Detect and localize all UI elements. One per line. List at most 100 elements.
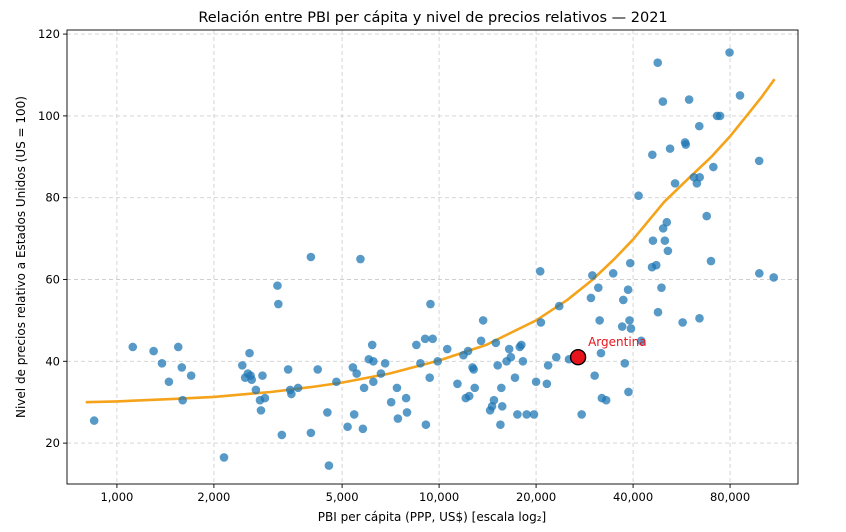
data-point xyxy=(596,348,606,358)
data-point xyxy=(421,420,431,429)
y-tick-label: 80 xyxy=(45,191,60,205)
data-point xyxy=(497,383,506,393)
data-point xyxy=(497,401,507,411)
x-tick-label: 1,000 xyxy=(100,490,133,504)
data-point xyxy=(735,91,745,100)
data-point xyxy=(709,162,718,172)
data-point xyxy=(510,373,520,382)
data-point xyxy=(624,387,633,397)
data-point xyxy=(489,395,499,405)
data-point xyxy=(306,252,316,262)
data-point xyxy=(177,363,187,372)
x-tick-label: 5,000 xyxy=(326,490,359,504)
data-point xyxy=(662,217,672,227)
data-point xyxy=(618,295,628,305)
data-point xyxy=(695,314,704,323)
data-point xyxy=(620,359,630,368)
data-point xyxy=(634,191,643,200)
data-point xyxy=(245,348,254,358)
trend-layer xyxy=(85,78,776,404)
data-point xyxy=(369,377,378,387)
data-point xyxy=(476,336,486,346)
data-point xyxy=(496,420,505,429)
data-point xyxy=(517,340,526,350)
data-point xyxy=(594,283,603,292)
data-point xyxy=(358,424,368,434)
data-point xyxy=(349,410,359,419)
data-point xyxy=(277,430,287,440)
data-point xyxy=(678,318,687,327)
trend-curve xyxy=(85,78,776,404)
data-point xyxy=(554,301,564,311)
data-point xyxy=(186,371,196,380)
data-point xyxy=(695,172,705,182)
data-point xyxy=(648,236,658,245)
y-tick-label: 60 xyxy=(45,272,60,286)
data-point xyxy=(577,410,586,419)
data-point xyxy=(660,236,670,245)
data-point xyxy=(178,395,187,405)
data-point xyxy=(343,422,352,432)
data-point xyxy=(463,346,473,356)
data-point xyxy=(653,307,663,317)
data-point xyxy=(706,256,716,266)
data-point xyxy=(392,383,402,393)
data-point xyxy=(518,356,528,366)
data-points xyxy=(89,48,779,470)
data-point xyxy=(128,342,138,352)
y-tick-label: 40 xyxy=(45,354,60,368)
data-point xyxy=(653,58,663,68)
data-point xyxy=(493,361,502,370)
data-point xyxy=(588,271,597,280)
data-point xyxy=(367,340,377,350)
data-point xyxy=(755,269,764,278)
argentina-label: Argentina xyxy=(588,335,647,349)
data-point xyxy=(386,397,396,407)
data-point xyxy=(470,383,480,393)
plot-area-frame xyxy=(66,29,799,485)
data-point xyxy=(531,377,541,387)
data-point xyxy=(608,269,618,278)
data-point xyxy=(274,299,283,309)
data-point xyxy=(522,410,531,419)
data-point xyxy=(478,316,488,325)
y-tick-label: 100 xyxy=(38,109,60,123)
data-point xyxy=(725,48,734,57)
data-point xyxy=(247,375,256,385)
data-point xyxy=(535,267,545,276)
data-point xyxy=(702,211,712,221)
data-point xyxy=(665,144,675,153)
data-point xyxy=(369,356,378,366)
data-point xyxy=(273,281,282,290)
data-point xyxy=(453,379,462,389)
data-point xyxy=(348,363,358,372)
data-point xyxy=(536,318,546,327)
data-point xyxy=(428,334,437,344)
y-tick-label: 20 xyxy=(45,436,60,450)
data-point xyxy=(754,156,764,166)
highlight-layer: Argentina xyxy=(569,335,647,366)
data-point xyxy=(433,356,442,366)
data-point xyxy=(636,336,646,346)
data-point xyxy=(401,393,411,403)
x-tick-label: 2,000 xyxy=(197,490,230,504)
data-point xyxy=(586,293,596,303)
data-point xyxy=(237,361,247,370)
data-point xyxy=(513,410,522,419)
data-point xyxy=(323,408,332,417)
data-point xyxy=(412,340,421,350)
data-point xyxy=(651,260,661,270)
data-point xyxy=(504,344,514,354)
data-point xyxy=(420,334,430,344)
data-point xyxy=(625,316,634,325)
data-point xyxy=(376,369,386,378)
data-point xyxy=(715,111,725,121)
data-point xyxy=(442,344,452,354)
y-axis-label: Nivel de precios relativo a Estados Unid… xyxy=(14,96,28,418)
data-point xyxy=(601,395,611,405)
data-point xyxy=(402,408,412,417)
data-point xyxy=(670,179,680,188)
data-point xyxy=(313,365,323,374)
data-point xyxy=(251,385,261,395)
data-point xyxy=(694,121,704,131)
